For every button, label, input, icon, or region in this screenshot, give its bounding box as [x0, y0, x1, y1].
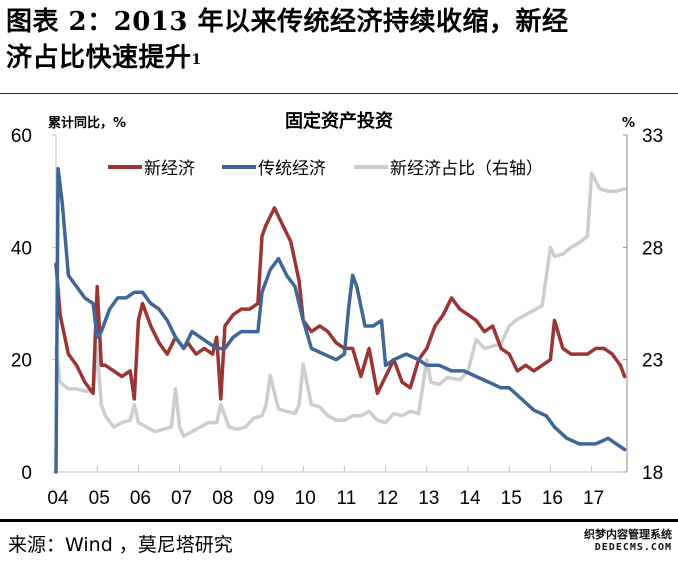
x-tick-label: 15 [501, 488, 522, 509]
x-tick-label: 09 [253, 488, 274, 509]
watermark-line1: 织梦内容管理系统 [584, 528, 672, 541]
x-tick-label: 13 [418, 488, 439, 509]
watermark: 织梦内容管理系统 DEDECMS.COM [584, 528, 672, 554]
figure-title: 图表 2：2013 年以来传统经济持续收缩，新经 济占比快速提升1 [6, 4, 678, 76]
x-tick-label: 06 [130, 488, 151, 509]
right-tick-label: 23 [642, 351, 663, 372]
series-line-0 [54, 206, 627, 401]
x-tick-label: 04 [47, 488, 69, 509]
legend-item: 新经济 [108, 159, 195, 179]
x-tick-label: 05 [89, 488, 110, 509]
x-tick-label: 17 [583, 488, 604, 509]
legend-item: 传统经济 [222, 159, 326, 179]
x-tick-label: 07 [171, 488, 192, 509]
series-line-2 [54, 171, 627, 438]
x-tick-label: 12 [377, 488, 398, 509]
top-divider [0, 93, 678, 94]
watermark-line2: DEDECMS.COM [594, 542, 672, 553]
x-tick-label: 11 [337, 488, 357, 509]
legend-label: 新经济 [144, 159, 195, 179]
legend-label: 新经济占比（右轴） [390, 159, 543, 179]
chart-lines [54, 166, 627, 474]
x-tick-label: 10 [295, 488, 316, 509]
footnote-marker: 1 [191, 52, 202, 68]
left-tick-label: 60 [11, 126, 32, 147]
right-tick-label: 18 [642, 463, 663, 484]
left-tick-label: 40 [11, 238, 32, 259]
left-axis-unit: 累计同比，% [48, 115, 126, 131]
x-tick-label: 16 [542, 488, 563, 509]
figure-title-line2: 济占比快速提升 [6, 43, 192, 73]
right-tick-label: 28 [642, 238, 663, 259]
left-tick-label: 20 [11, 351, 32, 372]
series-line-1 [54, 166, 627, 474]
left-tick-label: 0 [21, 463, 32, 484]
bottom-divider [0, 519, 678, 522]
right-axis-unit: % [622, 116, 635, 131]
legend-label: 传统经济 [258, 159, 326, 179]
chart-axes: 0 20 40 60 18 23 28 33 04 05 06 07 08 09 10 11 12 13 14 15 1… [11, 126, 663, 509]
source-note: 来源：Wind ，莫尼塔研究 [8, 534, 233, 556]
legend-item: 新经济占比（右轴） [354, 159, 543, 179]
chart-legend: 新经济 传统经济 新经济占比（右轴） [108, 159, 543, 179]
right-tick-label: 33 [642, 126, 663, 147]
x-tick-label: 08 [212, 488, 233, 509]
figure-title-line1: 图表 2：2013 年以来传统经济持续收缩，新经 [6, 7, 569, 37]
chart-title: 固定资产投资 [285, 110, 393, 132]
x-tick-label: 14 [459, 488, 481, 509]
